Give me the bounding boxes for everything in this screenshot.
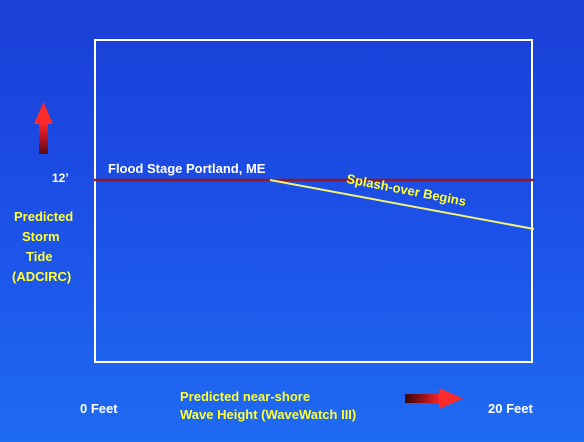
y-axis-title: Predicted Storm Tide (ADCIRC) [12, 207, 73, 287]
y-axis-title-line: Storm [22, 229, 60, 244]
x-axis-end-label: 20 Feet [488, 401, 533, 416]
y-axis-level-label: 12’ [52, 171, 69, 185]
y-axis-title-line: Predicted [14, 209, 74, 224]
flood-stage-label: Flood Stage Portland, ME [108, 161, 266, 176]
plot-frame [94, 39, 533, 363]
x-axis-title: Predicted near-shore Wave Height (WaveWa… [180, 388, 356, 424]
right-arrow-icon [405, 388, 463, 409]
y-axis-title-line: (ADCIRC) [12, 269, 72, 284]
splash-over-line [269, 179, 535, 230]
x-axis-start-label: 0 Feet [80, 401, 118, 416]
x-axis-title-line: Wave Height (WaveWatch III) [180, 407, 357, 422]
x-axis-title-line: Predicted near-shore [180, 389, 311, 404]
y-axis-title-line: Tide [26, 249, 53, 264]
up-arrow-icon [34, 102, 53, 154]
